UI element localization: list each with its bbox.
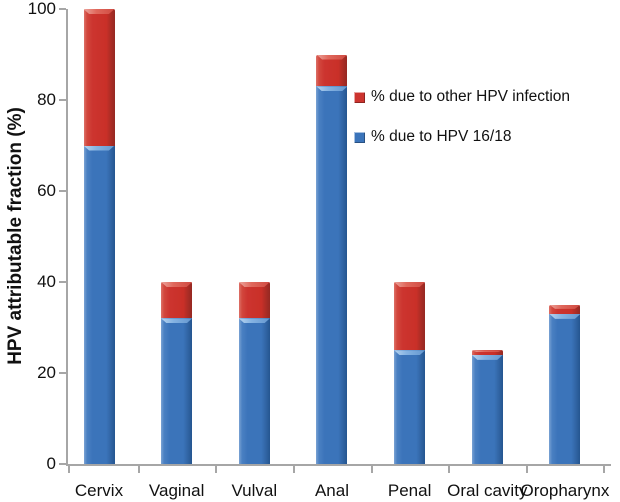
x-category-label: Oropharynx	[520, 481, 610, 500]
y-tick-mark	[59, 190, 66, 192]
bar-segment-hpv-16-18	[316, 86, 348, 464]
legend-swatch-blue	[354, 131, 365, 143]
bar-penal	[394, 282, 426, 464]
x-category-label: Anal	[314, 481, 349, 500]
y-tick-mark	[59, 99, 66, 101]
x-category-label: Vaginal	[148, 481, 205, 500]
x-tick-mark	[137, 466, 140, 473]
x-tick-mark	[526, 466, 529, 473]
bar-cervix	[83, 9, 115, 464]
x-axis-line	[66, 464, 611, 466]
plot-area: 0 20 40 60 80 100 Cervix Vaginal Vulval Anal Pena…	[28, 0, 611, 500]
segment-bevel-highlight	[394, 350, 426, 356]
x-category-label: Cervix	[74, 481, 124, 500]
legend-label: % due to HPV 16/18	[371, 128, 512, 145]
y-tick-label: 80	[37, 90, 56, 109]
y-axis-line	[66, 9, 68, 466]
y-tick-label: 0	[46, 454, 56, 473]
bar-segment-other-hpv	[471, 350, 503, 355]
segment-bevel-highlight	[238, 282, 270, 288]
legend-label: % due to other HPV infection	[371, 88, 571, 105]
x-category-label: Vulval	[231, 481, 278, 500]
x-category-label: Oral cavity	[447, 481, 528, 500]
segment-bevel-highlight	[316, 86, 348, 92]
segment-bevel-highlight	[161, 282, 193, 288]
segment-bevel-highlight	[471, 350, 503, 353]
y-axis-title: HPV attributable fraction (%)	[5, 107, 26, 365]
bar-segment-hpv-16-18	[83, 145, 115, 464]
y-tick-mark	[59, 281, 66, 283]
bar-segment-hpv-16-18	[394, 350, 426, 464]
segment-bevel-highlight	[549, 304, 581, 309]
segment-bevel-highlight	[549, 313, 581, 319]
x-tick-mark	[68, 466, 70, 473]
legend-swatch-red	[354, 91, 365, 103]
bar-anal	[316, 54, 348, 464]
y-tick-label: 40	[37, 272, 56, 291]
y-tick-label: 60	[37, 181, 56, 200]
y-tick-label: 20	[37, 363, 56, 382]
x-tick-mark	[293, 466, 296, 473]
x-tick-mark	[370, 466, 373, 473]
segment-bevel-highlight	[83, 145, 115, 151]
y-tick-mark	[59, 8, 66, 10]
segment-bevel-highlight	[238, 318, 270, 324]
bar-segment-other-hpv	[161, 282, 193, 319]
segment-bevel-highlight	[83, 9, 115, 14]
x-tick-mark	[215, 466, 218, 473]
bar-oral-cavity	[471, 350, 503, 464]
segment-bevel-highlight	[394, 282, 426, 287]
segment-bevel-highlight	[316, 54, 348, 60]
bar-segment-other-hpv	[83, 9, 115, 146]
y-tick-mark	[59, 463, 66, 465]
y-tick-mark	[59, 372, 66, 374]
bar-segment-other-hpv	[549, 304, 581, 314]
bar-segment-hpv-16-18	[238, 318, 270, 464]
bar-segment-other-hpv	[394, 282, 426, 351]
bar-segment-hpv-16-18	[161, 318, 193, 464]
bar-segment-hpv-16-18	[549, 313, 581, 464]
bar-segment-other-hpv	[316, 54, 348, 87]
bar-segment-hpv-16-18	[471, 354, 503, 464]
bar-vaginal	[161, 282, 193, 464]
bar-segment-other-hpv	[238, 282, 270, 319]
x-tick-mark	[448, 466, 451, 473]
legend-item: % due to HPV 16/18	[354, 128, 511, 146]
legend-item: % due to other HPV infection	[354, 88, 570, 106]
x-tick-mark	[603, 466, 605, 473]
bar-oropharynx	[549, 304, 581, 464]
y-tick-label: 100	[27, 0, 56, 18]
bar-vulval	[238, 282, 270, 464]
segment-bevel-highlight	[161, 318, 193, 324]
segment-bevel-highlight	[471, 354, 503, 360]
x-category-label: Penal	[387, 481, 432, 500]
